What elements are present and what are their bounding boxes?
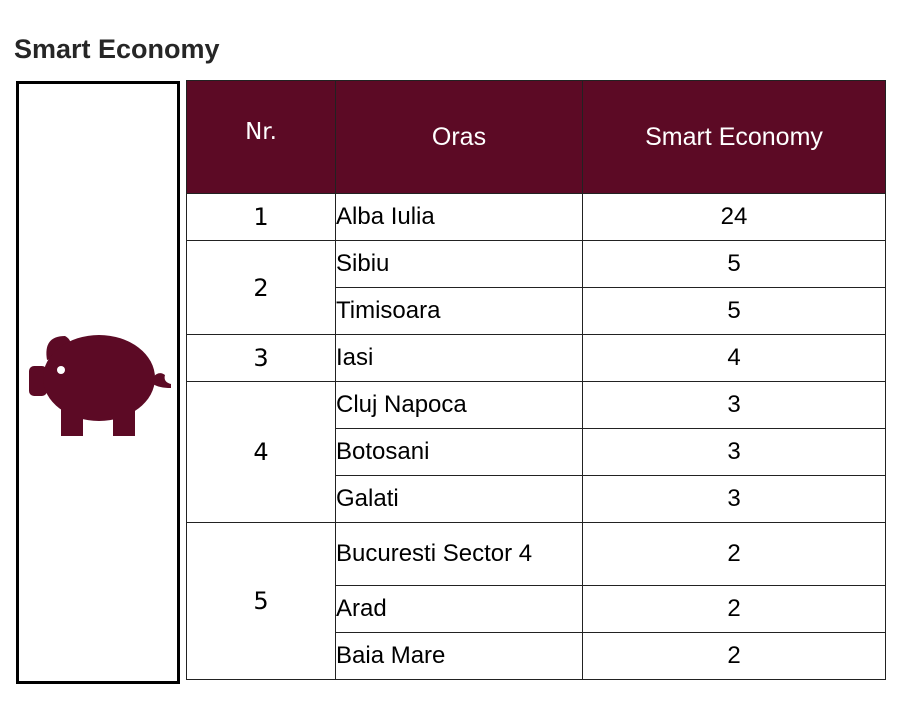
table-row: Botosani 3 xyxy=(187,428,886,476)
rank-cell: 1 xyxy=(186,193,336,241)
table-row: 2 Sibiu 5 xyxy=(186,240,886,335)
score-cell: 3 xyxy=(582,428,886,476)
city-cell: Botosani xyxy=(335,428,583,476)
city-cell: Arad xyxy=(335,585,583,633)
table-header-row: Nr. Oras Smart Economy xyxy=(186,80,886,194)
score-cell: 3 xyxy=(582,475,886,523)
score-cell: 3 xyxy=(582,381,886,429)
city-cell: Baia Mare xyxy=(335,632,583,680)
rank-cell: 2 xyxy=(186,240,336,335)
score-cell: 2 xyxy=(582,522,886,586)
table-row: Timisoara 5 xyxy=(187,287,886,335)
city-cell: Sibiu xyxy=(335,240,583,288)
city-cell: Galati xyxy=(335,475,583,523)
city-cell: Alba Iulia xyxy=(335,193,583,241)
table-row: Galati 3 xyxy=(187,475,886,523)
score-cell: 2 xyxy=(582,632,886,680)
header-nr: Nr. xyxy=(186,80,336,194)
table-row: Arad 2 xyxy=(187,585,886,633)
table-row: 4 Cluj Napoca 3 xyxy=(186,381,886,523)
table-row: 5 Bucuresti Sector 4 2 xyxy=(186,522,886,680)
icon-panel xyxy=(16,81,180,684)
city-cell: Iasi xyxy=(335,334,583,382)
header-city: Oras xyxy=(335,80,583,194)
rank-cell: 4 xyxy=(186,381,336,523)
score-cell: 5 xyxy=(582,287,886,335)
table-row: 3 Iasi 4 xyxy=(186,334,886,382)
rank-cell: 5 xyxy=(186,522,336,680)
piggy-bank-icon xyxy=(29,335,171,436)
table-row: Baia Mare 2 xyxy=(187,632,886,680)
page-title: Smart Economy xyxy=(14,34,220,64)
score-cell: 2 xyxy=(582,585,886,633)
header-score: Smart Economy xyxy=(582,80,886,194)
ranking-table: Nr. Oras Smart Economy 1 Alba Iulia 24 2… xyxy=(186,80,886,680)
rank-cell: 3 xyxy=(186,334,336,382)
score-cell: 4 xyxy=(582,334,886,382)
city-cell: Cluj Napoca xyxy=(335,381,583,429)
table-row: 1 Alba Iulia 24 xyxy=(186,193,886,241)
city-cell: Bucuresti Sector 4 xyxy=(335,522,583,586)
score-cell: 5 xyxy=(582,240,886,288)
score-cell: 24 xyxy=(582,193,886,241)
city-cell: Timisoara xyxy=(335,287,583,335)
